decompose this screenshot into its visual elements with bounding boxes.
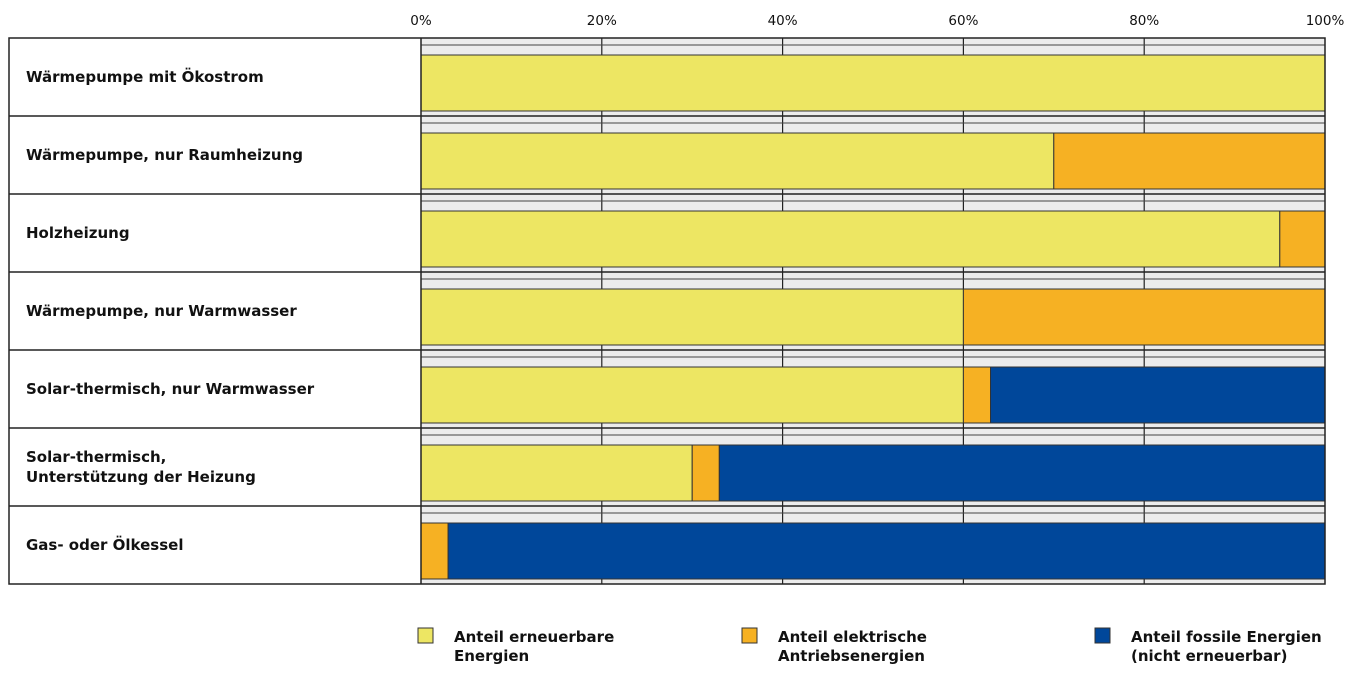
- bar-segment: [990, 366, 1326, 424]
- bar-segment: [420, 54, 1326, 112]
- category-label: Wärmepumpe, nur Warmwasser: [26, 302, 297, 320]
- x-tick-label: 80%: [1129, 13, 1159, 29]
- bar-segment: [1279, 210, 1326, 268]
- bar-segment: [962, 366, 992, 424]
- legend-label: Anteil erneuerbare Energien: [454, 628, 614, 665]
- category-label: Wärmepumpe mit Ökostrom: [26, 67, 264, 86]
- legend-swatch: [1094, 627, 1111, 644]
- x-tick-labels: 0% 20% 40% 60% 80% 100%: [410, 13, 1344, 29]
- x-tick-label: 0%: [410, 13, 432, 29]
- x-tick-label: 60%: [948, 13, 978, 29]
- category-label: Solar-thermisch, Unterstützung der Heizun…: [26, 448, 256, 486]
- bar-segment: [691, 444, 720, 502]
- x-tick-label: 20%: [587, 13, 617, 29]
- category-labels: Wärmepumpe mit Ökostrom Wärmepumpe, nur R…: [26, 67, 315, 554]
- legend-label: Anteil elektrische Antriebsenergien: [778, 628, 927, 665]
- bars: [420, 54, 1326, 580]
- bar-segment: [420, 366, 964, 424]
- legend-swatch: [417, 627, 434, 644]
- table-frame: [8, 37, 1326, 585]
- bar-segment: [420, 288, 964, 346]
- category-table: [8, 37, 1326, 585]
- bar-segment: [420, 522, 449, 580]
- legend-label: Anteil fossile Energien (nicht erneuerbar…: [1131, 628, 1322, 665]
- bar-segment: [1053, 132, 1326, 190]
- bar-segment: [447, 522, 1326, 580]
- category-label: Gas- oder Ölkessel: [26, 535, 183, 554]
- legend-swatch: [741, 627, 758, 644]
- category-label: Holzheizung: [26, 224, 130, 242]
- category-label: Wärmepumpe, nur Raumheizung: [26, 146, 303, 164]
- bar-segment: [420, 132, 1055, 190]
- x-tick-label: 100%: [1306, 13, 1345, 29]
- x-tick-label: 40%: [768, 13, 798, 29]
- legend: Anteil erneuerbare Energien Anteil elektri…: [417, 627, 1322, 665]
- bar-segment: [962, 288, 1326, 346]
- category-label: Solar-thermisch, nur Warmwasser: [26, 380, 315, 398]
- bar-segment: [718, 444, 1326, 502]
- bar-segment: [420, 210, 1281, 268]
- bar-segment: [420, 444, 693, 502]
